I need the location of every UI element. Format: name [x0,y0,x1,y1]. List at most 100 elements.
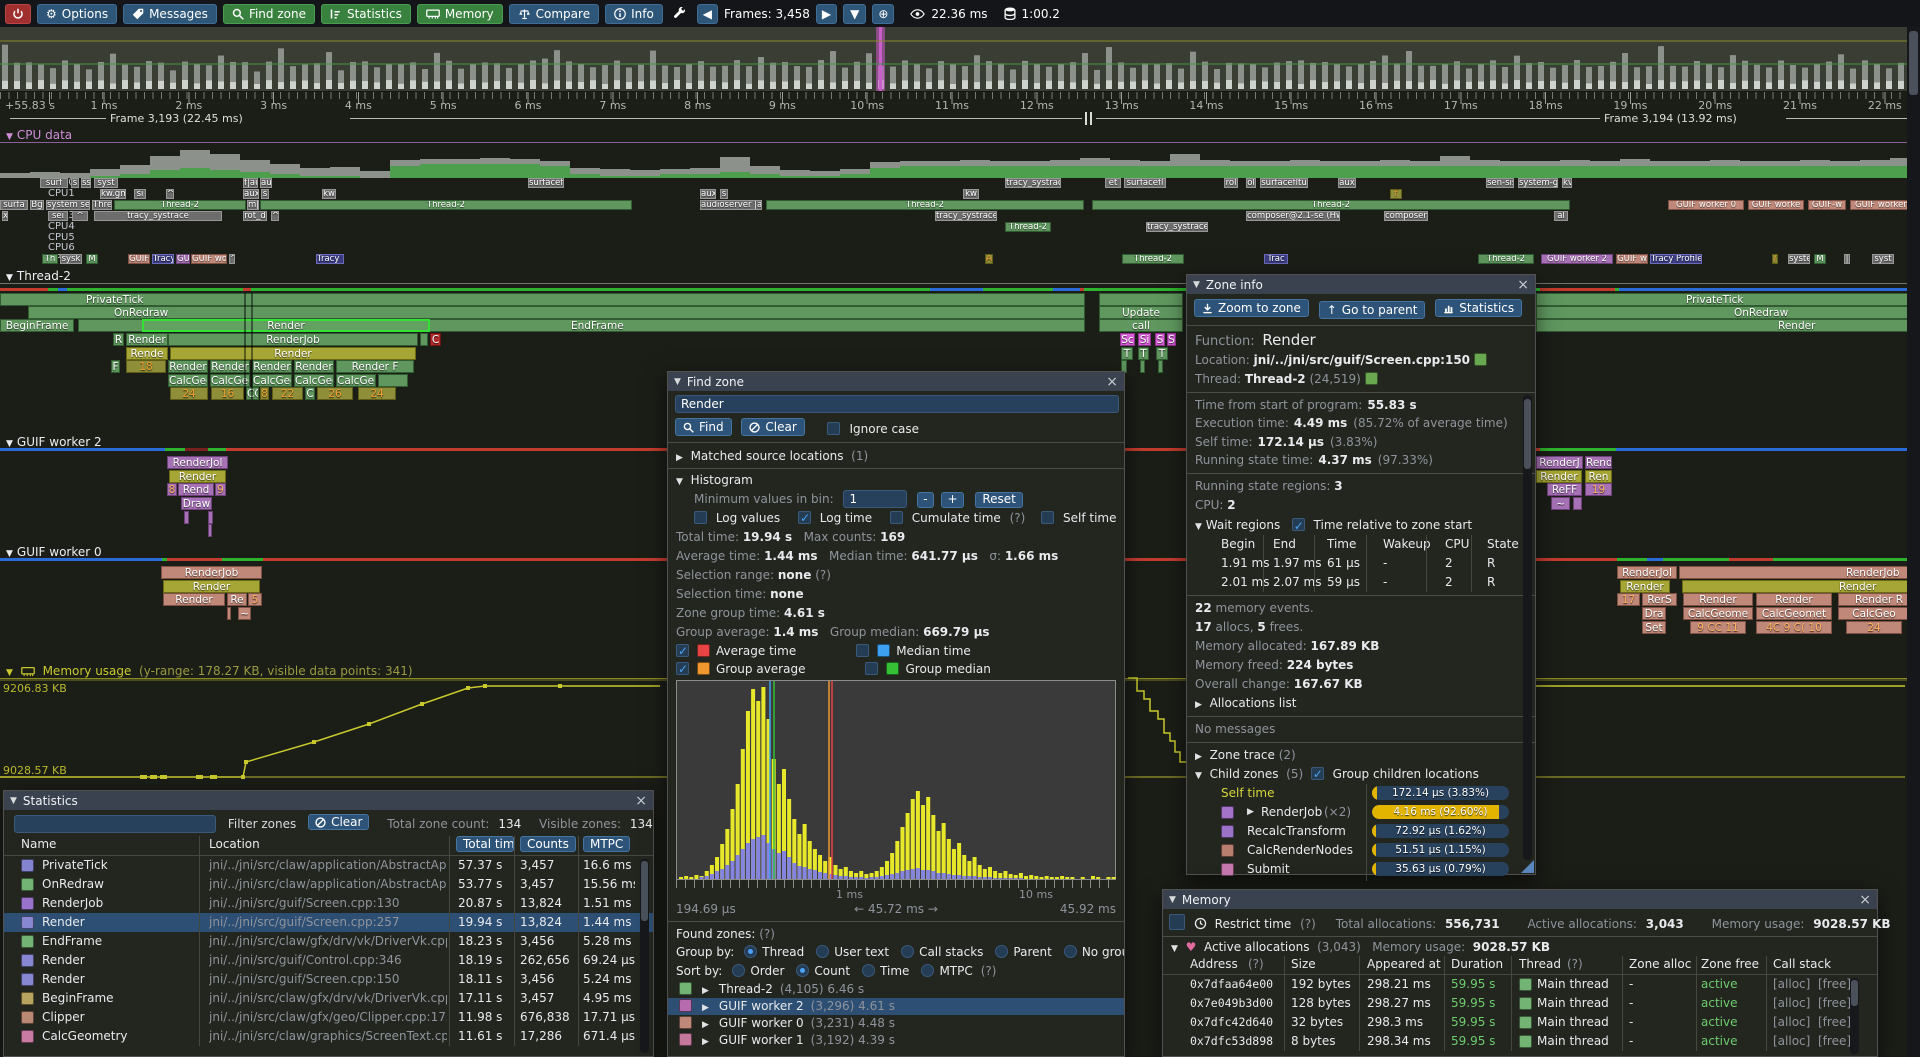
cpu-zone-chip[interactable]: tracy_systrace [935,210,997,221]
sort-by-option-label[interactable]: Order [750,964,785,978]
timeline-zone[interactable]: C [305,387,315,400]
timeline-zone[interactable]: call [1099,319,1183,332]
timeline-zone[interactable]: 24 [1846,621,1902,634]
timeline-zone[interactable]: Render F [336,360,414,373]
timeline-zone[interactable]: RenderJol [1617,566,1677,579]
cpu-zone-chip[interactable]: syst [1872,254,1894,265]
find-zone-titlebar[interactable]: ▼ Find zone × [668,372,1124,391]
timeline-zone[interactable]: S [1155,333,1165,346]
memory-col-address[interactable]: Address [1190,957,1238,971]
log-time-checkbox[interactable] [797,509,811,528]
cpu-zone-chip[interactable]: sen-sis [1486,178,1514,188]
cumulate-time-checkbox[interactable] [889,511,903,524]
col-name[interactable]: Name [21,837,57,851]
cpu-zone-chip[interactable]: GUIF [128,254,150,265]
cpu-zone-chip[interactable]: GUIF-w [1808,199,1846,210]
legend-checkbox[interactable] [865,662,879,675]
found-zone-thread-row[interactable]: ▶ GUIF worker 1 (3,192) 4.39 s [668,1032,1124,1049]
cpu-zone-chip[interactable]: surfacefl [1124,178,1166,188]
cpu-zone-chip[interactable]: kw [963,188,979,199]
timeline-zone[interactable]: OnRedraw [1536,306,1920,319]
legend-checkbox[interactable] [676,642,689,660]
restrict-time-checkbox[interactable] [1169,914,1185,930]
timeline-zone[interactable]: 9 CC 11 [1690,621,1746,634]
statistics-button[interactable]: Statistics [320,3,411,24]
prev-frame-button[interactable]: ◀ [696,3,719,24]
collapse-icon[interactable]: ▼ [1193,279,1200,290]
cpu-zone-chip[interactable]: al [1554,210,1568,221]
call-stack-free[interactable]: [free] [1818,1015,1852,1029]
collapse-icon[interactable]: ▼ [10,795,17,806]
call-stack-alloc[interactable]: [alloc] [1773,1034,1811,1048]
group-by-radio-user-text[interactable] [816,945,830,958]
frame-left-label[interactable]: Frame 3,193 (22.45 ms) [110,112,243,125]
cpu-zone-chip[interactable]: s [261,188,269,199]
timeline-zone[interactable]: Render [163,580,260,593]
timeline-zone[interactable]: ReFF [1547,483,1582,496]
timeline-zone[interactable]: Rende [126,347,168,360]
statistics-scrollbar[interactable] [640,859,649,1053]
reset-button[interactable]: Reset [975,491,1023,508]
cpu-zone-chip[interactable]: s [71,178,79,188]
statistics-button[interactable]: Statistics [1435,299,1523,317]
zone-info-scrollbar[interactable] [1523,395,1532,860]
collapse-icon[interactable]: ▼ [6,549,13,559]
statistics-row[interactable]: Render jni/../jni/src/guif/Screen.cpp:150… [4,970,653,989]
timeline-zone[interactable]: OnRedraw [28,306,1085,319]
cpu-zone-chip[interactable]: GUIF worker 0 [1668,199,1744,210]
wait-region-row[interactable]: 1.91 ms 1.97 ms 61 µs - 2 R [1187,553,1535,573]
timeline-zone[interactable]: 22 [272,387,303,400]
cpu-zone-chip[interactable]: surfacef [528,178,564,188]
info-button[interactable]: Info [605,3,663,24]
col-total-time-button[interactable]: Total tim [456,836,514,852]
memory-table-scrollbar[interactable] [1850,978,1859,1054]
collapse-icon[interactable]: ▼ [6,668,13,678]
group-by-option-label[interactable]: User text [834,945,890,959]
timeline-zone[interactable]: T [1121,347,1133,360]
timeline-zone[interactable] [208,511,213,524]
timeline-zone[interactable]: T [1156,347,1168,360]
timeline-zone[interactable]: RerS [1642,593,1677,606]
time-relative-checkbox[interactable] [1291,516,1305,535]
call-stack-free[interactable]: [free] [1818,977,1852,991]
next-frame-button[interactable]: ▶ [815,3,838,24]
cpu-zone-chip[interactable]: surf [40,178,68,188]
cpu-zone-chip[interactable]: ^ [229,254,235,265]
zoom-to-zone-button[interactable]: Zoom to zone [1194,299,1309,317]
cpu-zone-chip[interactable]: ^ [166,188,174,199]
collapse-icon[interactable]: ▼ [6,439,13,449]
close-icon[interactable]: × [1106,373,1118,390]
clear-button[interactable]: Clear [741,418,805,436]
timeline-zone[interactable]: CalcGe( [336,374,376,387]
timeline-zone[interactable] [208,524,212,537]
statistics-row[interactable]: Clipper jni/../jni/src/claw/gfx/geo/Clipp… [4,1008,653,1027]
group-by-radio-parent[interactable] [995,945,1009,958]
timeline-zone[interactable]: 17 [1617,593,1640,606]
timeline-zone[interactable]: PrivateTick [0,293,1085,306]
expand-icon[interactable]: ▶ [702,986,709,996]
timeline-zone[interactable] [1140,360,1145,373]
statistics-row[interactable]: EndFrame jni/../jni/src/claw/gfx/drv/vk/D… [4,932,653,951]
goto-frame-button[interactable]: ⊕ [872,3,895,24]
cpu-zone-chip[interactable]: rot_d [243,210,267,221]
wait-regions-header[interactable]: ▼ Wait regions Time relative to zone sta… [1187,515,1535,535]
timeline-zone[interactable]: Render [210,360,250,373]
frame-overview-graph[interactable] [0,27,1920,92]
memory-allocation-row[interactable]: 0x7dfaa64e00 192 bytes 298.21 ms 59.95 s Mai… [1163,975,1877,994]
timeline-zone[interactable]: Update [1099,306,1183,319]
cpu-zone-chip[interactable]: ss [81,178,91,188]
cpu-zone-chip[interactable]: ^ [72,210,88,221]
timeline-zone[interactable]: ~ [1551,497,1570,510]
allocation-address[interactable]: 0x7dfc53d898 [1190,1034,1274,1048]
self-time-checkbox[interactable] [1041,511,1055,524]
group-by-radio-thread[interactable] [744,945,758,958]
timeline-zone[interactable]: RenderJob [161,566,262,579]
child-zone-row[interactable]: ▶ RenderJob (×2) 4.16 ms (92.60%) [1187,803,1535,822]
group-by-option-label[interactable]: Call stacks [919,945,984,959]
timeline-zone[interactable]: 16 [211,387,244,400]
timeline-zone[interactable]: Render [168,360,208,373]
cpu-zone-chip[interactable]: Bg [30,199,44,210]
cpu-zone-chip[interactable]: Thread-2 [1478,254,1534,265]
child-zone-row[interactable]: CalcRenderNodes 51.51 µs (1.15%) [1187,841,1535,860]
statistics-row[interactable]: RenderJob jni/../jni/src/guif/Screen.cpp:… [4,894,653,913]
